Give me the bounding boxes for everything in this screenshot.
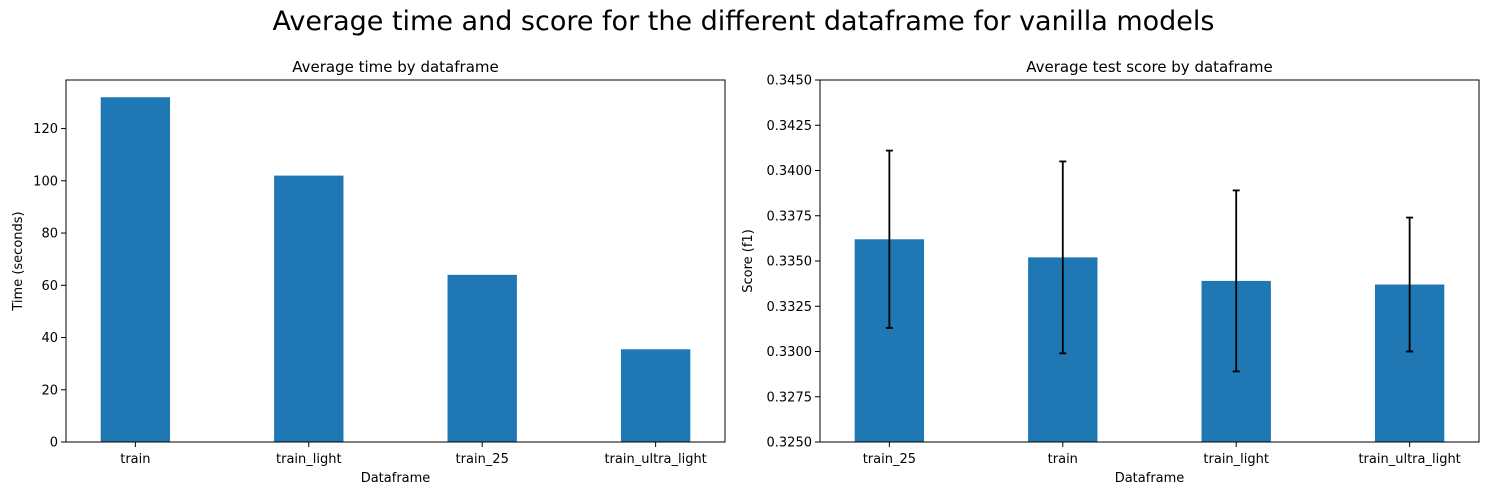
x-tick-label-train_25: train_25	[456, 452, 509, 467]
x-tick-label-train_ultra_light: train_ultra_light	[1358, 452, 1460, 467]
errorbar-train_light	[1232, 189, 1240, 373]
x-tick-label-train_light: train_light	[1203, 452, 1269, 467]
errorbar-train_ultra_light	[1406, 216, 1414, 353]
x-tick-label-train: train	[1048, 452, 1078, 467]
plot-frame	[65, 79, 726, 443]
y-tick-label: 0.3375	[767, 209, 813, 224]
score-chart: 0.3250 0.3275 0.3300 0.3325 0.3350 0.3375 0.34…	[741, 58, 1480, 486]
bar-train_ultra_light	[620, 349, 691, 442]
time-chart: 0 20 40 60 80 100 120 train train_light train_25 t…	[11, 58, 726, 486]
y-tick-label: 120	[33, 122, 58, 137]
y-tick-label: 0.3250	[767, 436, 813, 451]
bar-train	[100, 97, 171, 442]
y-tick-label: 0.3300	[767, 345, 813, 360]
x-tick-label-train: train	[120, 452, 150, 467]
y-tick-label: 0.3425	[767, 119, 813, 134]
errorbar-train_25	[885, 149, 893, 329]
y-tick-label: 60	[41, 279, 58, 294]
y-tick-label: 0.3450	[767, 74, 813, 89]
chart-title: Average test score by dataframe	[1026, 58, 1272, 76]
y-tick-label: 0.3400	[767, 164, 813, 179]
y-tick-label: 0	[50, 436, 58, 451]
y-axis-label: Score (f1)	[741, 229, 756, 293]
x-tick-label-train_25: train_25	[863, 452, 916, 467]
y-tick-label: 100	[33, 174, 58, 189]
y-tick-label: 0.3275	[767, 390, 813, 405]
x-axis-label: Dataframe	[361, 471, 431, 486]
y-tick-label: 0.3325	[767, 300, 813, 315]
y-axis-label: Time (seconds)	[11, 211, 26, 311]
figure-title: Average time and score for the different…	[272, 6, 1215, 37]
chart-title: Average time by dataframe	[292, 58, 498, 76]
y-tick-label: 20	[41, 383, 58, 398]
y-tick-label: 80	[41, 227, 58, 242]
errorbar-train	[1059, 160, 1067, 355]
x-tick-label-train_ultra_light: train_ultra_light	[604, 452, 706, 467]
y-tick-label: 40	[41, 331, 58, 346]
bar-train_light	[274, 175, 344, 442]
x-tick-label-train_light: train_light	[276, 452, 342, 467]
bar-train_25	[447, 274, 517, 442]
x-axis-label: Dataframe	[1115, 471, 1185, 486]
y-tick-label: 0.3350	[767, 255, 813, 270]
